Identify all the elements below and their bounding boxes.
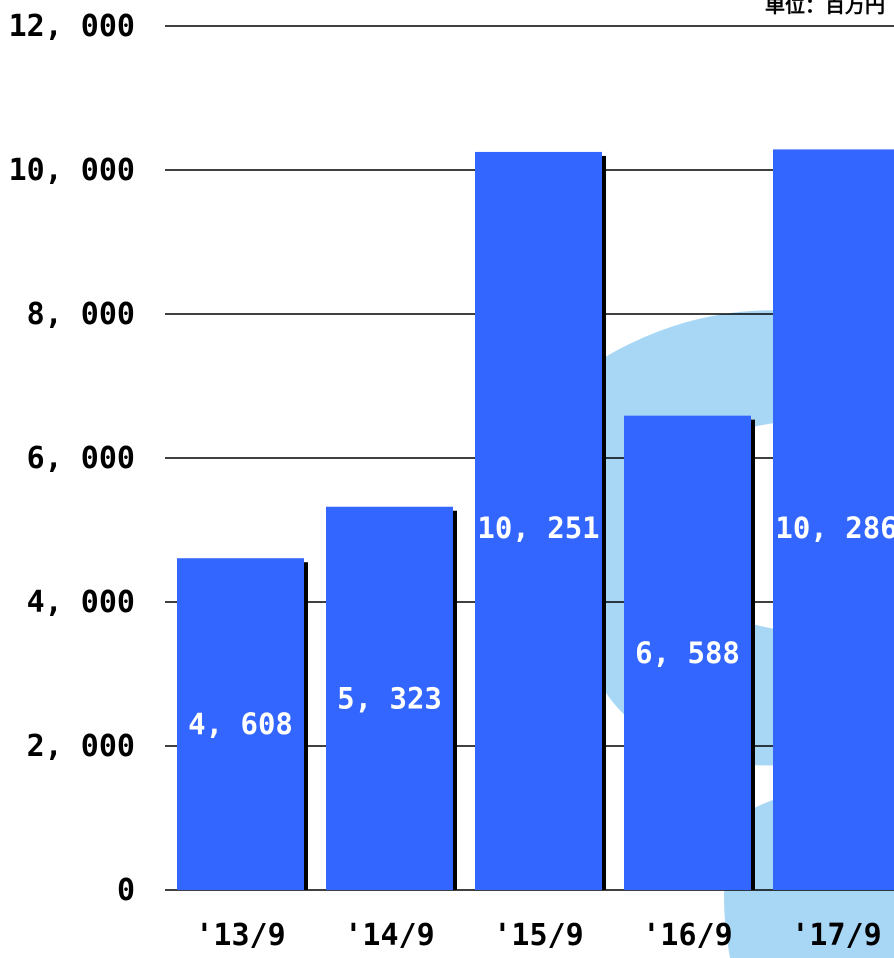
y-tick-label: 12, 000 <box>9 9 135 44</box>
x-tick-label: '14/9 <box>344 918 434 953</box>
bar <box>326 506 453 890</box>
x-axis-tick-labels: '13/9 '14/9 '15/9 '16/9 '17/9 <box>195 918 881 953</box>
x-tick-label: '16/9 <box>642 918 732 953</box>
x-tick-label: '13/9 <box>195 918 285 953</box>
bar <box>177 558 304 890</box>
y-tick-label: 4, 000 <box>27 585 135 620</box>
bar-group: 4, 608 <box>177 558 308 890</box>
bar-group: 10, 251 <box>475 151 606 891</box>
bar <box>773 149 894 890</box>
y-tick-label: 10, 000 <box>9 153 135 188</box>
unit-label: 単位：百万円 <box>765 0 885 17</box>
x-tick-label: '15/9 <box>493 918 583 953</box>
y-tick-label: 6, 000 <box>27 441 135 476</box>
x-tick-label: '17/9 <box>791 918 881 953</box>
bar <box>624 415 751 890</box>
bar-value-label: 4, 608 <box>188 707 293 741</box>
bar-group: 6, 588 <box>624 415 755 890</box>
bar-group: 5, 323 <box>326 506 457 890</box>
bar <box>475 151 602 891</box>
bar-shadow <box>452 510 457 890</box>
bar-value-label: 10, 251 <box>477 511 599 545</box>
bar-value-label: 10, 286 <box>775 511 894 545</box>
y-tick-label: 0 <box>117 873 135 908</box>
bar-shadow <box>303 562 308 890</box>
bar-value-label: 5, 323 <box>337 681 442 715</box>
y-tick-label: 2, 000 <box>27 729 135 764</box>
bars: 4, 608 5, 323 10, 251 6, 588 10, 286 <box>177 149 894 891</box>
bar-shadow <box>601 155 606 891</box>
y-tick-label: 8, 000 <box>27 297 135 332</box>
bar-shadow <box>750 419 755 890</box>
bar-value-label: 6, 588 <box>635 636 740 670</box>
y-axis-tick-labels: 0 2, 000 4, 000 6, 000 8, 000 10, 000 12, 000 <box>9 9 135 908</box>
bar-group: 10, 286 <box>773 149 894 890</box>
